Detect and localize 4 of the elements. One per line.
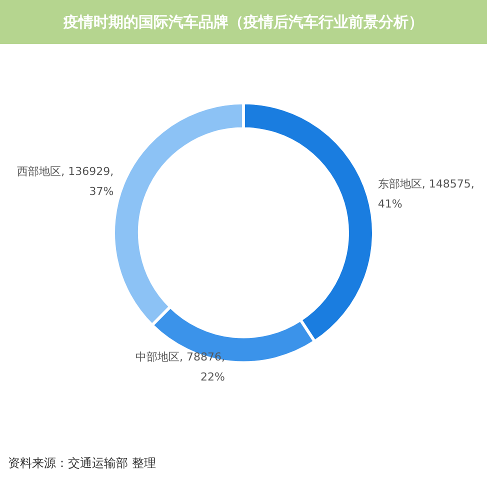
slice-label: 东部地区, 148575, 41% xyxy=(378,178,474,211)
slice-label: 西部地区, 136929, 37% xyxy=(17,164,114,198)
text: 资料来源：交通运输部 整理 xyxy=(8,455,156,472)
chart-title: 疫情时期的国际汽车品牌（疫情后汽车行业前景分析） xyxy=(0,0,487,44)
